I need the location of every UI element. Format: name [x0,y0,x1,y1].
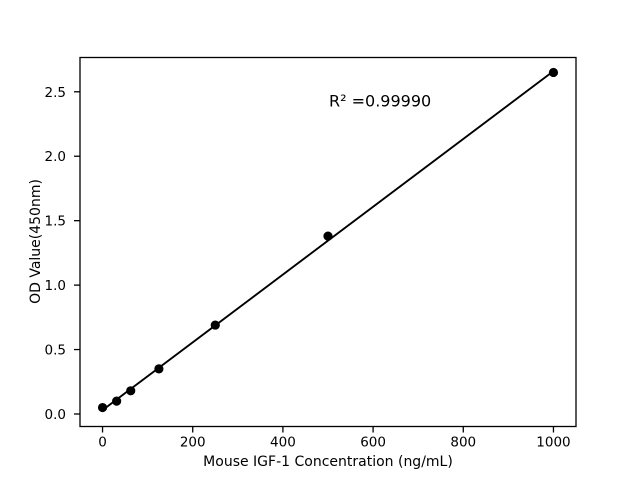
data-point [210,320,220,330]
x-axis-ticks: 0 200 400 600 800 1000 [98,426,571,451]
y-tick-label: 0.5 [45,343,66,359]
data-point [126,386,136,396]
data-point [154,364,164,374]
x-tick-label: 600 [360,435,386,451]
data-point [97,402,108,413]
data-series [97,67,559,413]
y-axis-ticks: 0.0 0.5 1.0 1.5 2.0 2.5 [45,85,80,423]
y-tick-label: 1.5 [45,214,66,230]
plot-area-border [79,56,577,428]
data-point [323,231,333,241]
data-point [112,396,122,406]
x-tick-label: 800 [450,435,476,451]
data-point [548,67,559,78]
y-tick-label: 1.0 [45,278,66,294]
y-axis-label: OD Value(450nm) [28,179,44,304]
x-tick-label: 200 [180,435,206,451]
y-tick-label: 2.0 [45,149,66,165]
r-squared-annotation: R² =0.99990 [329,92,431,111]
x-tick-label: 400 [270,435,296,451]
x-tick-label: 0 [98,435,107,451]
x-tick-label: 1000 [536,435,570,451]
y-tick-label: 2.5 [45,85,66,101]
x-axis-label: Mouse IGF-1 Concentration (ng/mL) [203,454,453,470]
y-tick-label: 0.0 [45,407,66,423]
